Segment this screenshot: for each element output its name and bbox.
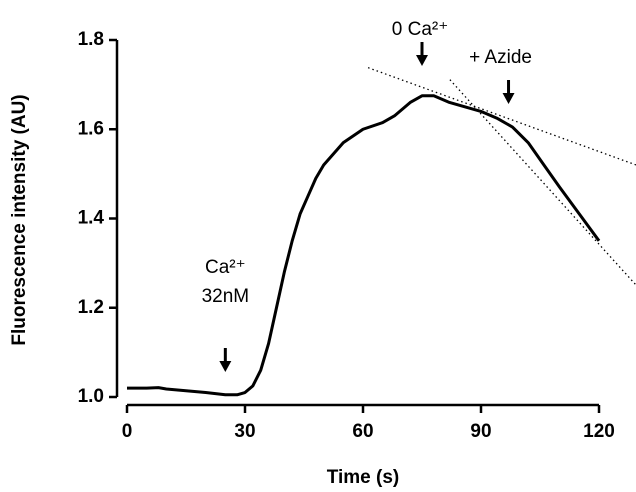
x-tick-label: 90 bbox=[470, 421, 491, 442]
x-axis-title: Time (s) bbox=[327, 467, 400, 488]
annotation-text: Ca²⁺ bbox=[205, 257, 246, 278]
annotation-arrow-head bbox=[416, 55, 428, 66]
x-tick-label: 60 bbox=[352, 421, 373, 442]
data-line bbox=[127, 94, 601, 397]
x-tick-label: 0 bbox=[122, 421, 133, 442]
tangent-line bbox=[367, 67, 636, 166]
y-tick-label: 1.8 bbox=[78, 29, 104, 50]
annotation-text: 32nM bbox=[202, 286, 250, 307]
y-tick-label: 1.2 bbox=[78, 297, 104, 318]
annotation-text: 0 Ca²⁺ bbox=[392, 19, 449, 40]
y-tick-label: 1.0 bbox=[78, 386, 104, 407]
tangent-line bbox=[449, 79, 636, 286]
annotation-arrow-head bbox=[502, 93, 515, 104]
annotation-text: + Azide bbox=[469, 47, 532, 68]
annotation-arrow-head bbox=[219, 361, 232, 372]
x-tick-label: 30 bbox=[234, 421, 255, 442]
x-tick-label: 120 bbox=[583, 421, 615, 442]
y-axis-title: Fluorescence intensity (AU) bbox=[9, 94, 30, 345]
y-tick-label: 1.4 bbox=[78, 208, 105, 229]
y-tick-label: 1.6 bbox=[78, 118, 104, 139]
